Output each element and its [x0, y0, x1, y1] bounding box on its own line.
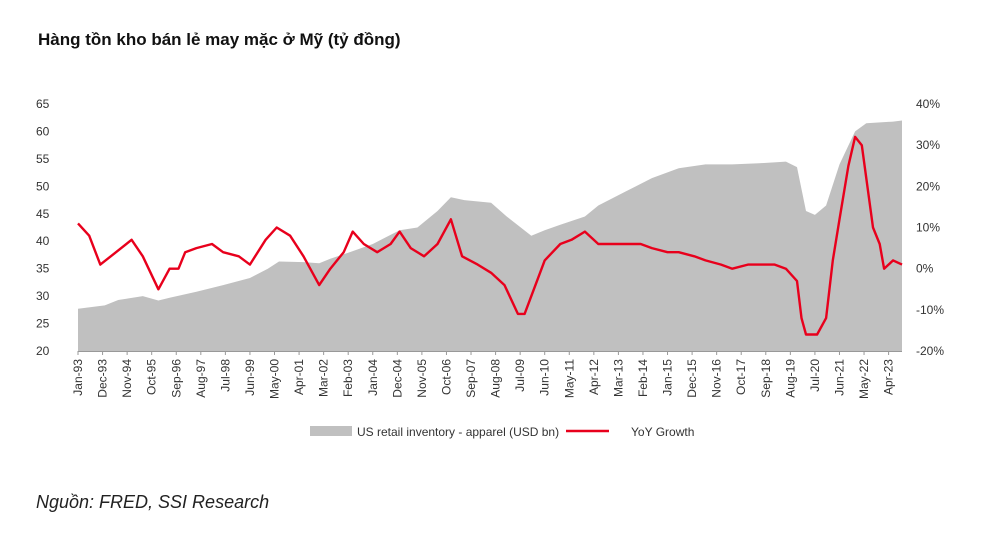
x-tick-label: Jun-99 [243, 359, 257, 396]
x-tick-label: Oct-17 [734, 359, 748, 395]
legend-label-yoy: YoY Growth [631, 425, 694, 439]
left-tick-label: 45 [36, 207, 50, 221]
left-tick-label: 60 [36, 124, 50, 138]
x-tick-label: Aug-97 [194, 359, 208, 398]
x-tick-label: Sep-18 [759, 359, 773, 398]
right-tick-label: 0% [916, 262, 934, 276]
x-tick-label: Feb-14 [636, 359, 650, 397]
left-tick-label: 20 [36, 344, 50, 358]
x-tick-label: Sep-07 [464, 359, 478, 398]
left-tick-label: 25 [36, 317, 50, 331]
x-tick-label: Dec-15 [685, 359, 699, 398]
x-tick-label: Nov-16 [710, 359, 724, 398]
x-tick-label: Apr-23 [882, 359, 896, 395]
x-tick-label: Dec-93 [96, 359, 110, 398]
legend-label-inventory: US retail inventory - apparel (USD bn) [357, 425, 559, 439]
x-tick-label: Apr-12 [587, 359, 601, 395]
yoy-growth-line [77, 135, 903, 336]
right-axis: -20% -10% 0% 10% 20% 30% 40% [916, 97, 944, 358]
left-tick-label: 35 [36, 262, 50, 276]
x-tick-label: Dec-04 [390, 359, 404, 398]
x-tick-label: Jun-21 [832, 359, 846, 396]
inventory-area [78, 120, 902, 351]
x-tick-label: Jan-04 [366, 359, 380, 396]
x-tick-label: Aug-08 [489, 359, 503, 398]
left-tick-label: 30 [36, 289, 50, 303]
x-tick-label: Jul-98 [218, 359, 232, 392]
x-tick-label: May-22 [857, 359, 871, 399]
x-tick-label: Jan-15 [661, 359, 675, 396]
right-tick-label: 20% [916, 179, 940, 193]
left-tick-label: 65 [36, 97, 50, 111]
left-tick-label: 50 [36, 179, 50, 193]
x-tick-label: May-00 [268, 359, 282, 399]
right-tick-label: -20% [916, 344, 944, 358]
right-tick-label: 10% [916, 221, 940, 235]
x-tick-label: Apr-01 [292, 359, 306, 395]
x-tick-label: Sep-96 [169, 359, 183, 398]
x-tick-label: Mar-13 [611, 359, 625, 397]
left-tick-label: 55 [36, 152, 50, 166]
right-tick-label: 30% [916, 138, 940, 152]
source-note: Nguồn: FRED, SSI Research [36, 492, 270, 512]
left-axis: 20 25 30 35 40 45 50 55 60 65 [36, 97, 50, 358]
legend-swatch-inventory [310, 426, 352, 436]
right-tick-label: -10% [916, 303, 944, 317]
x-tick-label: Jul-20 [808, 359, 822, 392]
x-tick-label: Jan-93 [71, 359, 85, 396]
x-tick-label: Jun-10 [538, 359, 552, 396]
x-axis: Jan-93 Dec-93 Nov-94 Oct-95 Sep-96 Aug-97 Jul-… [71, 351, 896, 399]
x-tick-label: Oct-06 [439, 359, 453, 395]
right-tick-label: 40% [916, 97, 940, 111]
x-tick-label: Nov-94 [120, 359, 134, 398]
x-tick-label: Feb-03 [341, 359, 355, 397]
x-tick-label: Aug-19 [783, 359, 797, 398]
x-tick-label: Oct-95 [145, 359, 159, 395]
chart-title: Hàng tồn kho bán lẻ may mặc ở Mỹ (tỷ đồn… [38, 30, 401, 49]
x-tick-label: Jul-09 [513, 359, 527, 392]
x-tick-label: Nov-05 [415, 359, 429, 398]
left-tick-label: 40 [36, 234, 50, 248]
x-tick-label: May-11 [562, 359, 576, 398]
x-tick-label: Mar-02 [317, 359, 331, 397]
legend: US retail inventory - apparel (USD bn) Y… [310, 425, 694, 439]
